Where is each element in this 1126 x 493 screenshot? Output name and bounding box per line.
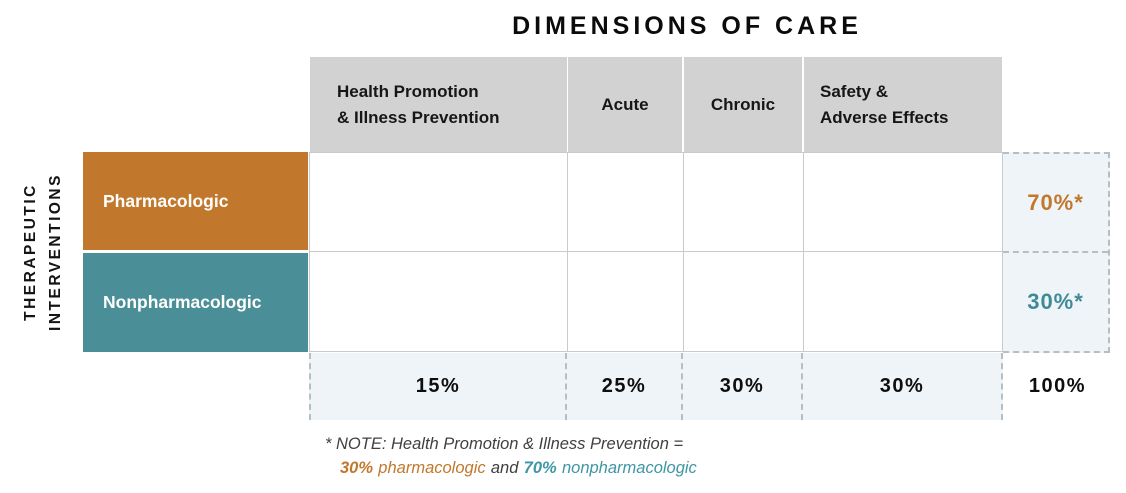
footnote-conjunction: and: [490, 458, 519, 477]
matrix-cell-nonpharmacologic-safety: [804, 252, 1002, 351]
column-header-safety-adverse-effects-label: Safety & Adverse Effects: [820, 82, 949, 127]
matrix-cell-pharmacologic-chronic: [684, 153, 804, 252]
matrix-body: [309, 152, 1003, 352]
page-title: DIMENSIONS OF CARE: [512, 12, 862, 40]
axis-label-line2: INTERVENTIONS: [46, 173, 64, 331]
column-header-acute: Acute: [568, 57, 682, 152]
row-total-pharmacologic: 70%*: [1003, 154, 1108, 253]
therapeutic-interventions-axis-label: THERAPEUTIC INTERVENTIONS: [19, 143, 71, 361]
row-header-pharmacologic: Pharmacologic: [83, 152, 308, 250]
matrix-cell-nonpharmacologic-acute: [568, 252, 684, 351]
footnote-line1: * NOTE: Health Promotion & Illness Preve…: [325, 435, 684, 453]
matrix-cell-pharmacologic-health-promotion: [310, 153, 568, 252]
column-total-chronic: 30%: [683, 353, 803, 420]
column-total-safety-adverse-effects: 30%: [879, 375, 925, 397]
column-header-chronic: Chronic: [684, 57, 802, 152]
column-header-chronic-label: Chronic: [710, 94, 776, 114]
footnote-nonpharmacologic-word: nonpharmacologic: [561, 458, 697, 477]
grand-total: 100%: [1005, 353, 1110, 420]
matrix-cell-nonpharmacologic-chronic: [684, 252, 804, 351]
footnote-pharmacologic-word: pharmacologic: [378, 458, 486, 477]
column-header-safety-adverse-effects: Safety & Adverse Effects: [804, 57, 1002, 152]
row-totals-column: 70%* 30%*: [1003, 152, 1110, 353]
footnote-pct-nonpharmacologic: 70%: [523, 458, 557, 477]
column-total-health-promotion: 15%: [311, 353, 567, 420]
footnote-line2: 30% pharmacologic and 70% nonpharmacologic: [340, 457, 697, 481]
axis-label-line1: THERAPEUTIC: [22, 183, 39, 321]
row-header-nonpharmacologic: Nonpharmacologic: [83, 253, 308, 352]
column-header-acute-label: Acute: [601, 94, 649, 114]
footnote: * NOTE: Health Promotion & Illness Preve…: [325, 433, 697, 481]
footnote-pct-pharmacologic: 30%: [340, 458, 374, 477]
matrix-cell-pharmacologic-acute: [568, 153, 684, 252]
row-header-pharmacologic-label: Pharmacologic: [103, 190, 229, 211]
column-header-health-promotion-label: Health Promotion & Illness Prevention: [337, 82, 500, 127]
row-header-nonpharmacologic-label: Nonpharmacologic: [103, 292, 262, 312]
column-totals-row: 15% 25% 30% 30%: [309, 353, 1003, 420]
matrix-cell-pharmacologic-safety: [804, 153, 1002, 252]
row-total-nonpharmacologic: 30%*: [1027, 289, 1084, 314]
column-total-acute: 25%: [567, 353, 683, 420]
matrix-cell-nonpharmacologic-health-promotion: [310, 252, 568, 351]
column-header-health-promotion: Health Promotion & Illness Prevention: [310, 57, 567, 152]
